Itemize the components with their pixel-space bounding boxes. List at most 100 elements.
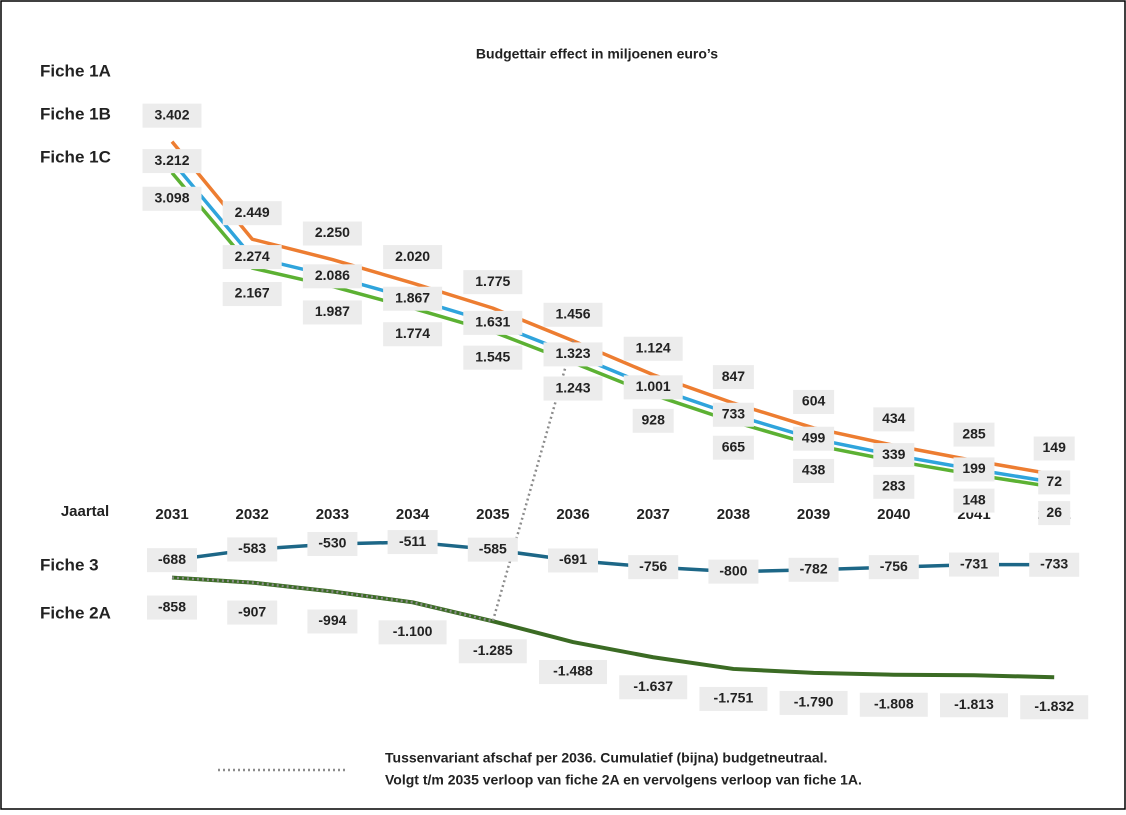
value-label: -1.285: [473, 642, 513, 658]
value-label-box: [543, 342, 603, 367]
x-tick-label: 2031: [155, 506, 188, 523]
x-tick-label: 2038: [717, 506, 750, 523]
value-label-box: [467, 537, 518, 562]
value-label: 1.001: [636, 378, 671, 394]
value-label-box: [628, 555, 679, 580]
value-label-box: [793, 458, 835, 483]
value-label-box: [708, 559, 759, 584]
value-label-box: [868, 555, 919, 580]
value-label: -511: [399, 533, 426, 549]
value-label-box: [463, 345, 523, 370]
value-label: 1.987: [315, 303, 350, 319]
value-label-box: [1038, 470, 1071, 495]
value-label: 2.274: [235, 248, 270, 264]
value-label: 2.020: [395, 248, 430, 264]
series-line: [171, 340, 575, 623]
value-label: -756: [639, 558, 667, 574]
value-label: -688: [158, 551, 186, 567]
legend-description: Volgt t/m 2035 verloop van fiche 2A en v…: [385, 772, 862, 788]
value-label-box: [302, 221, 362, 246]
value-label-box: [378, 620, 447, 645]
x-tick-label: 2037: [637, 506, 670, 523]
value-label: -1.751: [714, 690, 754, 706]
value-label: -907: [238, 603, 266, 619]
value-label-box: [699, 686, 768, 711]
value-label: 2.167: [235, 285, 270, 301]
value-label-box: [712, 435, 754, 460]
value-label-box: [1038, 501, 1071, 526]
value-label-box: [543, 302, 603, 327]
value-label-box: [147, 595, 197, 620]
value-label: 149: [1043, 439, 1067, 455]
legend-label: Fiche 1A: [40, 61, 111, 80]
value-label: -1.832: [1034, 698, 1074, 714]
value-label-box: [632, 408, 674, 433]
value-label: 1.243: [555, 379, 590, 395]
value-label: 847: [722, 368, 746, 384]
value-label-box: [953, 422, 995, 447]
value-label-box: [383, 245, 443, 270]
value-label-box: [859, 692, 928, 717]
value-label: -583: [238, 540, 266, 556]
x-tick-label: 2034: [396, 506, 430, 523]
value-label: 928: [642, 412, 666, 428]
value-label: 1.124: [636, 339, 671, 355]
value-label-box: [793, 426, 835, 451]
value-label: -1.637: [633, 678, 673, 694]
legend-label: Fiche 1C: [40, 147, 111, 166]
value-label: 72: [1046, 473, 1062, 489]
value-label: 733: [722, 405, 746, 421]
value-label: -1.100: [393, 623, 433, 639]
value-label-box: [873, 407, 915, 432]
x-axis-label: Jaartal: [61, 503, 109, 520]
value-label-box: [222, 201, 282, 226]
value-label-box: [788, 557, 839, 582]
value-label: 434: [882, 410, 906, 426]
value-label: 339: [882, 446, 906, 462]
value-label: -1.808: [874, 695, 914, 711]
value-label: 1.867: [395, 289, 430, 305]
value-label-box: [222, 282, 282, 307]
legend-label: Fiche 1B: [40, 104, 111, 123]
value-label: -731: [960, 555, 988, 571]
series-line: [171, 575, 1055, 680]
value-label: -858: [158, 598, 186, 614]
value-label-box: [302, 264, 362, 289]
value-label-box: [147, 548, 197, 573]
chart-title: Budgettair effect in miljoenen euro’s: [476, 46, 718, 62]
value-label-box: [142, 103, 202, 128]
value-label-box: [712, 402, 754, 427]
value-label-box: [463, 270, 523, 295]
value-label: 1.775: [475, 273, 510, 289]
value-label-box: [383, 322, 443, 347]
value-label: 2.250: [315, 224, 350, 240]
value-label: 3.212: [154, 152, 189, 168]
value-label: 2.449: [235, 204, 270, 220]
value-label-box: [873, 443, 915, 468]
value-label: 3.098: [154, 189, 189, 205]
value-label: 3.402: [154, 106, 189, 122]
value-label: 26: [1046, 504, 1062, 520]
value-label-box: [619, 675, 688, 700]
value-label-box: [779, 690, 848, 715]
value-label: 2.086: [315, 267, 350, 283]
value-label: -691: [559, 551, 587, 567]
x-tick-label: 2039: [797, 506, 830, 523]
value-label: 199: [962, 460, 986, 476]
value-label-box: [463, 310, 523, 335]
value-label-box: [953, 457, 995, 482]
value-label: 148: [962, 491, 986, 507]
value-label-box: [623, 336, 683, 361]
value-label: -1.488: [553, 663, 593, 679]
value-label-box: [227, 537, 278, 562]
value-label-box: [623, 375, 683, 400]
value-label: -733: [1040, 555, 1068, 571]
value-label-box: [387, 530, 438, 555]
value-label: -994: [318, 612, 346, 628]
value-label-box: [227, 600, 278, 625]
value-label-box: [1020, 695, 1089, 720]
value-label: 438: [802, 462, 826, 478]
value-label: 285: [962, 425, 986, 441]
value-label-box: [142, 149, 202, 174]
